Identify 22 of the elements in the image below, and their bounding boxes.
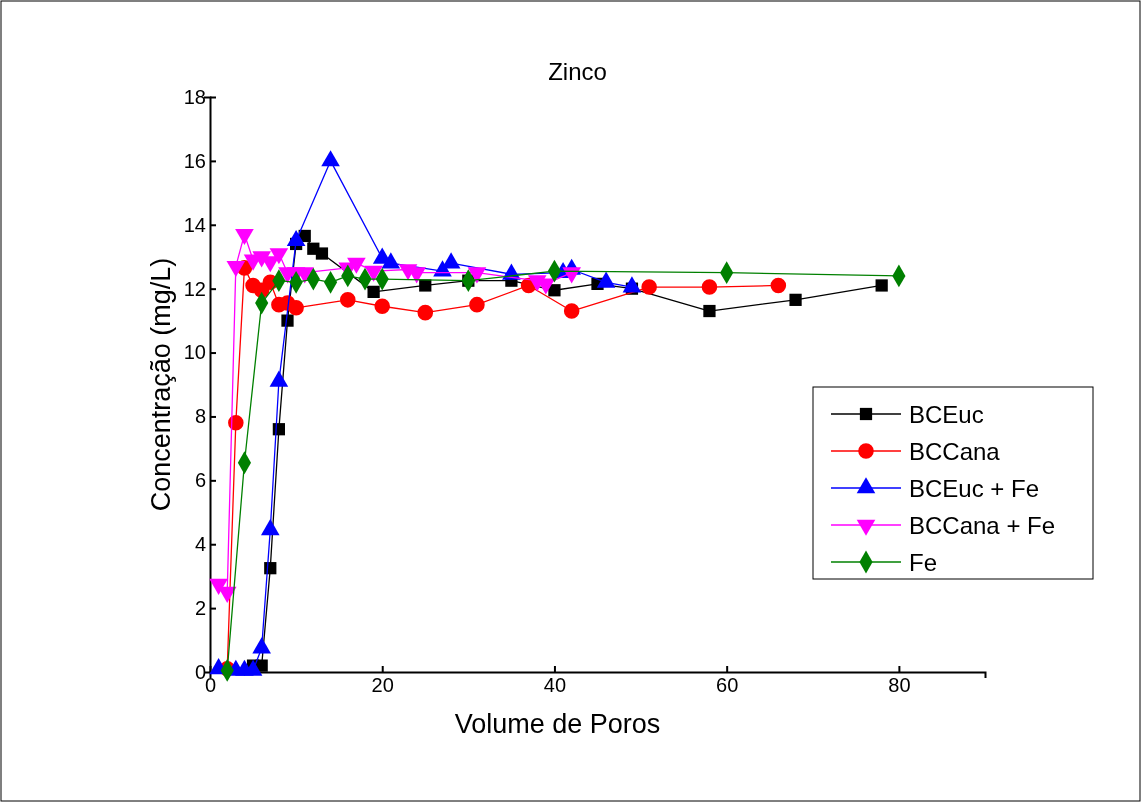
legend-label: BCCana + Fe (909, 512, 1056, 539)
y-tick-label: 10 (183, 341, 206, 364)
x-tick-label: 40 (543, 674, 567, 697)
x-tick-label: 20 (371, 674, 394, 697)
y-tick-label: 4 (194, 533, 206, 556)
y-tick-label: 8 (194, 405, 206, 428)
y-axis-title: Concentração (mg/L) (146, 257, 176, 512)
legend-label: BCCana (909, 438, 1001, 465)
chart-title: Zinco (548, 58, 607, 85)
y-tick-label: 12 (183, 277, 206, 300)
y-tick-label: 6 (194, 469, 206, 492)
y-tick-label: 16 (183, 149, 206, 172)
x-axis-title: Volume de Poros (454, 709, 661, 739)
y-tick-label: 0 (194, 660, 206, 683)
legend-label: BCEuc (909, 401, 984, 428)
x-tick-label: 80 (888, 674, 911, 697)
legend-label: Fe (909, 549, 938, 576)
y-tick-label: 18 (183, 85, 206, 108)
legend-label: BCEuc + Fe (909, 475, 1040, 502)
y-tick-label: 2 (194, 597, 206, 620)
y-tick-label: 14 (183, 213, 206, 236)
x-tick-label: 60 (716, 674, 739, 697)
